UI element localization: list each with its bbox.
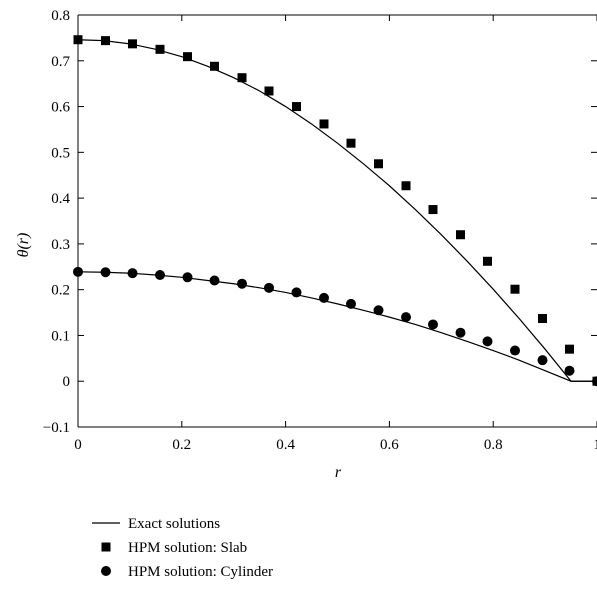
slab-marker xyxy=(291,102,301,112)
legend-item: Exact solutions xyxy=(92,516,220,532)
cylinder-marker xyxy=(345,298,356,309)
x-axis-label: r xyxy=(335,464,342,481)
y-tick-label: 0.7 xyxy=(51,54,70,70)
cylinder-marker xyxy=(537,355,548,366)
cylinder-marker xyxy=(455,327,466,338)
slab-marker xyxy=(101,36,111,46)
legend-label: Exact solutions xyxy=(128,516,220,532)
slab-marker xyxy=(538,314,548,324)
cylinder-marker xyxy=(482,336,493,347)
y-tick-label: 0.5 xyxy=(51,145,70,161)
x-tick-label: 0.2 xyxy=(172,437,191,453)
x-tick-label: 0.8 xyxy=(484,437,503,453)
slab-marker xyxy=(374,159,384,169)
x-tick-label: 0.6 xyxy=(380,437,399,453)
y-tick-label: 0 xyxy=(63,374,71,390)
slab-marker xyxy=(209,61,219,71)
slab-marker xyxy=(401,181,411,191)
series-circle xyxy=(73,266,597,387)
cylinder-marker xyxy=(155,270,166,281)
legend-label: HPM solution: Cylinder xyxy=(128,564,273,580)
y-tick-label: −0.1 xyxy=(43,420,70,436)
legend-label: HPM solution: Slab xyxy=(128,540,247,556)
cylinder-marker xyxy=(291,287,302,298)
x-tick-label: 0.4 xyxy=(276,437,295,453)
series-line xyxy=(77,39,597,382)
cylinder-marker xyxy=(564,365,575,376)
slab-marker xyxy=(346,138,356,148)
y-tick-label: 0.8 xyxy=(51,8,70,24)
slab-marker xyxy=(127,39,137,49)
cylinder-marker xyxy=(237,278,248,289)
slab-marker xyxy=(564,344,574,354)
legend-item: HPM solution: Cylinder xyxy=(101,564,273,580)
y-axis-label: θ(r) xyxy=(15,233,32,258)
cylinder-marker xyxy=(373,305,384,316)
cylinder-marker xyxy=(182,272,193,283)
cylinder-marker xyxy=(319,292,330,303)
y-tick-label: 0.3 xyxy=(51,237,70,253)
y-tick-label: 0.4 xyxy=(51,191,70,207)
series-layer xyxy=(73,35,597,387)
cylinder-marker xyxy=(509,345,520,356)
cylinder-marker xyxy=(127,268,138,279)
cylinder-marker xyxy=(100,267,111,278)
slab-marker xyxy=(237,73,247,83)
axes-layer: 0 0.2 0.4 0.6 0.8 1−0.100.10.20.30.40.50.60.7… xyxy=(43,8,597,453)
cylinder-marker xyxy=(427,319,438,330)
legend-item: HPM solution: Slab xyxy=(101,540,247,556)
legend-square-swatch xyxy=(101,542,111,552)
cylinder-marker xyxy=(209,275,220,286)
cylinder-marker xyxy=(263,282,274,293)
slab-marker xyxy=(319,119,329,129)
slab-marker xyxy=(264,86,274,96)
slab-marker xyxy=(510,284,520,294)
slab-marker xyxy=(183,52,193,62)
exact-solution-line xyxy=(77,39,597,382)
y-tick-label: 0.2 xyxy=(51,283,70,299)
y-tick-label: 0.1 xyxy=(51,328,70,344)
cylinder-marker xyxy=(401,312,412,323)
slab-marker xyxy=(428,205,438,215)
slab-marker xyxy=(456,230,466,240)
legend-circle-swatch xyxy=(101,566,111,576)
x-tick-label: 0 xyxy=(74,437,82,453)
x-tick-label: 1 xyxy=(593,437,597,453)
slab-marker xyxy=(482,256,492,266)
legend: Exact solutions HPM solution: Slab HPM sol… xyxy=(92,516,273,580)
series-square xyxy=(73,35,597,386)
y-tick-label: 0.6 xyxy=(51,100,70,116)
slab-marker xyxy=(155,44,165,54)
